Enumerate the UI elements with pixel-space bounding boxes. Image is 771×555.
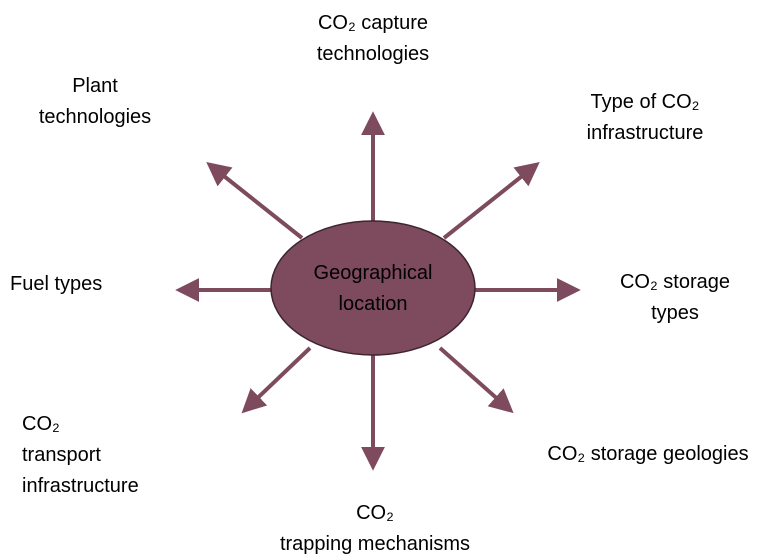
label-line: CO₂ storage geologies <box>547 443 748 465</box>
arrow <box>241 346 312 414</box>
label-line: infrastructure <box>22 475 139 497</box>
label-line: Type of CO₂ <box>591 91 700 113</box>
label-line: transport <box>22 444 101 466</box>
label-line: technologies <box>317 43 429 65</box>
node-label: CO₂ storage geologies <box>547 443 748 465</box>
arrows <box>175 111 581 471</box>
node-label: Fuel types <box>10 273 102 295</box>
node-label: Type of CO₂ infrastructure <box>587 91 704 144</box>
label-line: technologies <box>39 106 151 128</box>
label-line: types <box>651 302 699 324</box>
label-line: location <box>339 293 408 315</box>
node-label: CO₂ trapping mechanisms <box>280 502 470 555</box>
arrow <box>438 346 514 414</box>
label-line: trapping mechanisms <box>280 533 470 555</box>
label-line: CO₂ capture <box>318 12 428 34</box>
label-line: Plant <box>72 75 118 97</box>
label-line: CO₂ storage <box>620 271 730 293</box>
node-label: Plant technologies <box>39 75 151 128</box>
node-label: CO₂ transport infrastructure <box>22 413 139 497</box>
arrow <box>442 162 540 240</box>
label-line: CO₂ <box>22 413 60 435</box>
center-label: Geographical location <box>314 262 433 315</box>
node-label: CO₂ capture technologies <box>317 12 429 65</box>
center-ellipse <box>270 220 476 356</box>
arrow <box>206 162 304 240</box>
label-line: Fuel types <box>10 273 102 295</box>
label-line: CO₂ <box>356 502 394 524</box>
label-line: infrastructure <box>587 122 704 144</box>
node-label: CO₂ storage types <box>620 271 730 324</box>
label-line: Geographical <box>314 262 433 284</box>
